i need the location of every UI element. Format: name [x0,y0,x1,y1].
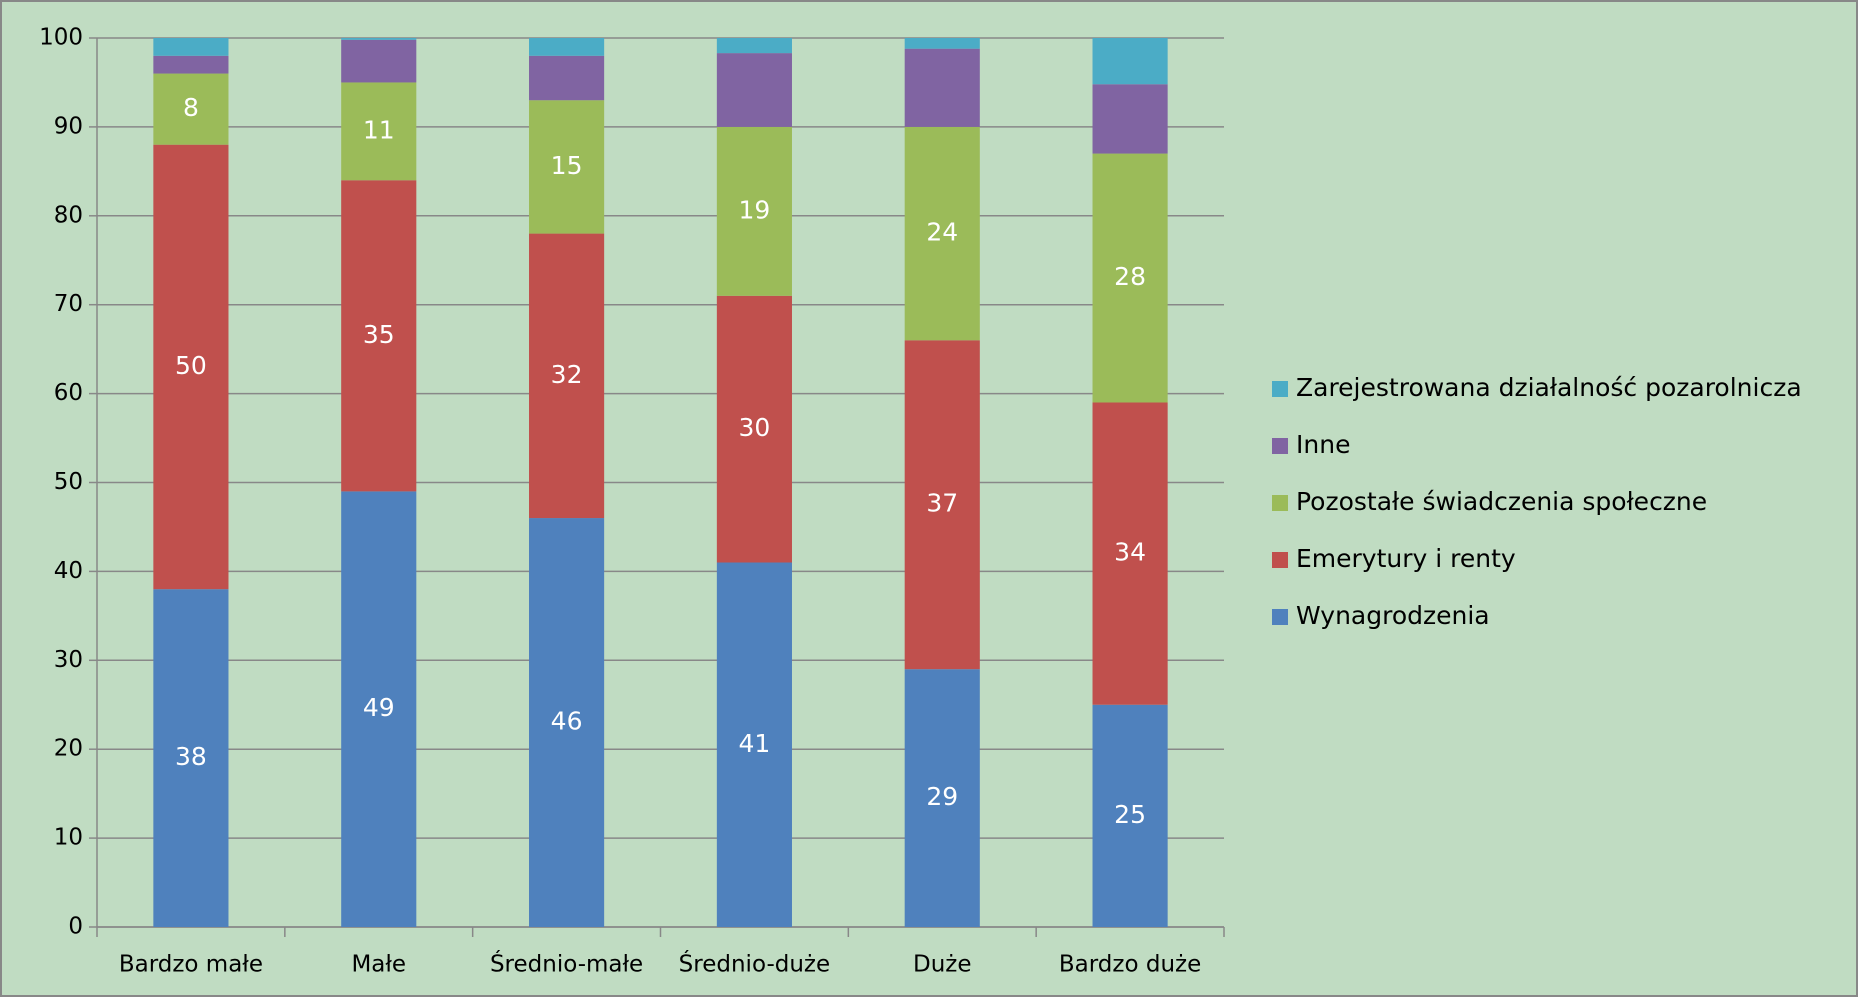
x-tick-label: Bardzo duże [1059,952,1201,978]
legend-swatch [1272,381,1288,397]
bar-segment [529,100,605,234]
y-tick-label: 90 [54,113,83,139]
bar-segment [1092,153,1168,403]
legend-swatch [1272,495,1288,511]
bar-segment [341,180,417,492]
bar-segment [153,73,229,145]
bar-segment [1092,84,1168,154]
y-tick-label: 80 [54,202,83,228]
legend-swatch [1272,438,1288,454]
bar-segment [716,562,792,927]
bar-segment [153,38,229,56]
y-tick-label: 20 [54,736,83,762]
value-label: 15 [551,151,583,180]
bar-segment [716,38,792,54]
y-tick-label: 10 [54,825,83,851]
value-label: 35 [363,320,395,349]
bar-segment [341,82,417,181]
y-tick-label: 60 [54,380,83,406]
y-tick-label: 0 [68,914,83,940]
bar-segment [153,144,229,590]
bar-segment [1092,704,1168,927]
bar-segment [716,126,792,296]
bar-segment [341,39,417,83]
value-label: 41 [739,729,771,758]
x-tick-label: Średnio-duże [679,950,830,978]
bar-segment [1092,38,1168,85]
legend-swatch [1272,552,1288,568]
bar-segment [529,233,605,519]
bar-segment [341,38,417,40]
value-label: 25 [1114,800,1146,829]
bar-segment [904,126,980,341]
legend-label: Wynagrodzenia [1296,601,1490,630]
value-label: 30 [739,413,771,442]
legend-label: Inne [1296,430,1350,459]
bar-segment [341,491,417,927]
y-tick-label: 30 [54,647,83,673]
value-label: 24 [926,218,958,247]
y-tick-label: 50 [54,469,83,495]
bar-segment [716,295,792,563]
value-label: 46 [551,707,583,736]
bar-segment [904,48,980,127]
bar-segment [904,669,980,927]
x-tick-label: Bardzo małe [119,952,263,978]
value-label: 38 [175,742,207,771]
bar-segment [153,589,229,927]
x-tick-label: Duże [913,952,972,978]
bar-segment [153,55,229,74]
legend-label: Emerytury i renty [1296,544,1516,573]
y-tick-label: 70 [54,291,83,317]
bar-segment [529,518,605,927]
value-label: 32 [551,360,583,389]
value-label: 49 [363,693,395,722]
x-tick-label: Małe [351,952,406,978]
bar-segment [716,53,792,127]
legend-label: Pozostałe świadczenia społeczne [1296,487,1707,516]
bar-segment [904,340,980,670]
bar-segment [1092,402,1168,705]
legend-label: Zarejestrowana działalność pozarolnicza [1296,373,1802,402]
value-label: 29 [926,782,958,811]
x-tick-label: Średnio-małe [490,950,643,978]
y-tick-label: 40 [54,558,83,584]
bar-segment [529,55,605,101]
value-label: 50 [175,351,207,380]
value-label: 8 [183,93,199,122]
value-label: 28 [1114,262,1146,291]
value-label: 34 [1114,538,1146,567]
value-label: 11 [363,115,395,144]
value-label: 19 [739,195,771,224]
y-tick-label: 100 [39,25,83,51]
bar-segment [904,38,980,49]
legend-swatch [1272,609,1288,625]
bar-segment [529,38,605,56]
value-label: 37 [926,489,958,518]
